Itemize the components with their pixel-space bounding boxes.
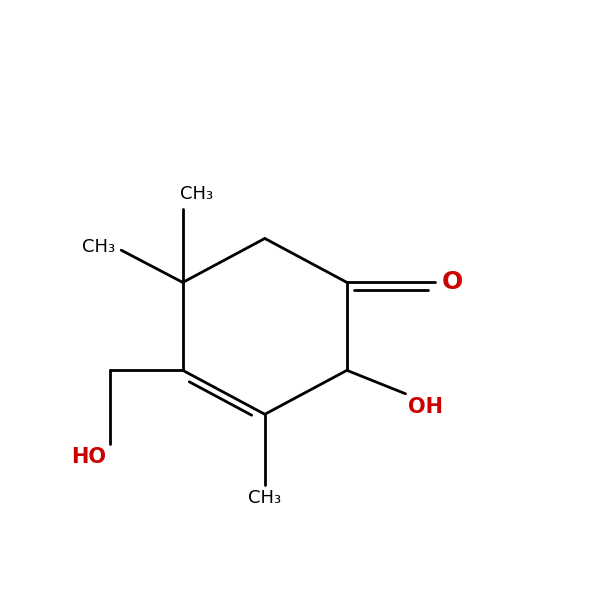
Text: OH: OH (409, 397, 443, 417)
Text: O: O (442, 271, 463, 295)
Text: HO: HO (71, 446, 107, 467)
Text: CH₃: CH₃ (248, 490, 281, 508)
Text: CH₃: CH₃ (82, 238, 115, 256)
Text: CH₃: CH₃ (180, 185, 213, 203)
